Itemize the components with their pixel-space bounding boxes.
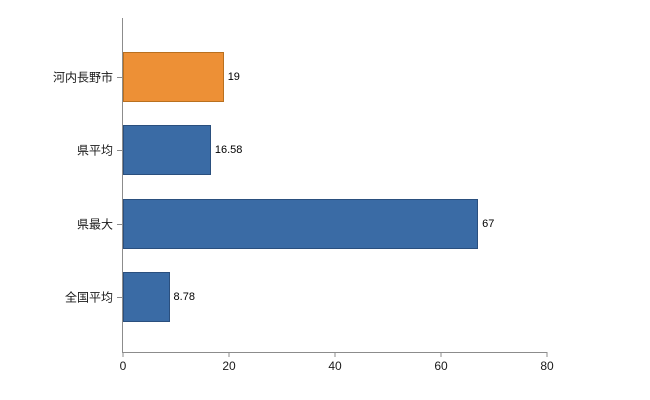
category-label: 県最大 <box>76 217 113 232</box>
y-axis-tick <box>117 150 123 152</box>
x-axis-tick-label: 0 <box>119 359 127 373</box>
x-axis-tick <box>334 352 336 357</box>
bar <box>123 52 224 102</box>
y-axis-tick <box>117 77 123 78</box>
x-axis-tick-label: 20 <box>222 359 236 373</box>
bar-value-label: 8.78 <box>173 290 195 303</box>
bar-value-label: 67 <box>482 217 495 230</box>
bar <box>123 198 479 249</box>
x-axis-tick-label: 60 <box>434 359 448 373</box>
x-axis-tick-label: 80 <box>540 359 554 373</box>
bar-rows: 河内長野市 19 県平均 16.58 県最大 67 全国平均 8.78 <box>53 18 547 352</box>
bar-value-label: 16.58 <box>214 144 243 157</box>
category-label: 河内長野市 <box>52 70 113 85</box>
x-axis-tick-label: 40 <box>328 359 342 373</box>
bar-row: 県最大 67 <box>77 198 547 249</box>
bar-value-label: 19 <box>227 71 240 83</box>
bar-row: 全国平均 8.78 <box>65 271 547 322</box>
category-label: 全国平均 <box>64 290 113 305</box>
x-axis-tick <box>440 352 442 357</box>
y-axis-tick <box>117 296 123 298</box>
bar-row: 県平均 16.58 <box>77 125 547 176</box>
bar <box>123 271 170 322</box>
x-axis-tick <box>546 352 548 357</box>
x-axis: 0 20 40 60 80 <box>119 352 554 376</box>
y-axis-tick <box>117 223 123 225</box>
plot-area: 河内長野市 19 県平均 16.58 県最大 67 全国平均 8.78 0 20 40 60 80 <box>53 18 554 373</box>
x-axis-tick <box>122 352 124 357</box>
category-label: 県平均 <box>76 143 113 158</box>
bar <box>123 125 211 176</box>
x-axis-tick <box>228 352 230 357</box>
bar-row: 河内長野市 19 <box>53 52 547 102</box>
